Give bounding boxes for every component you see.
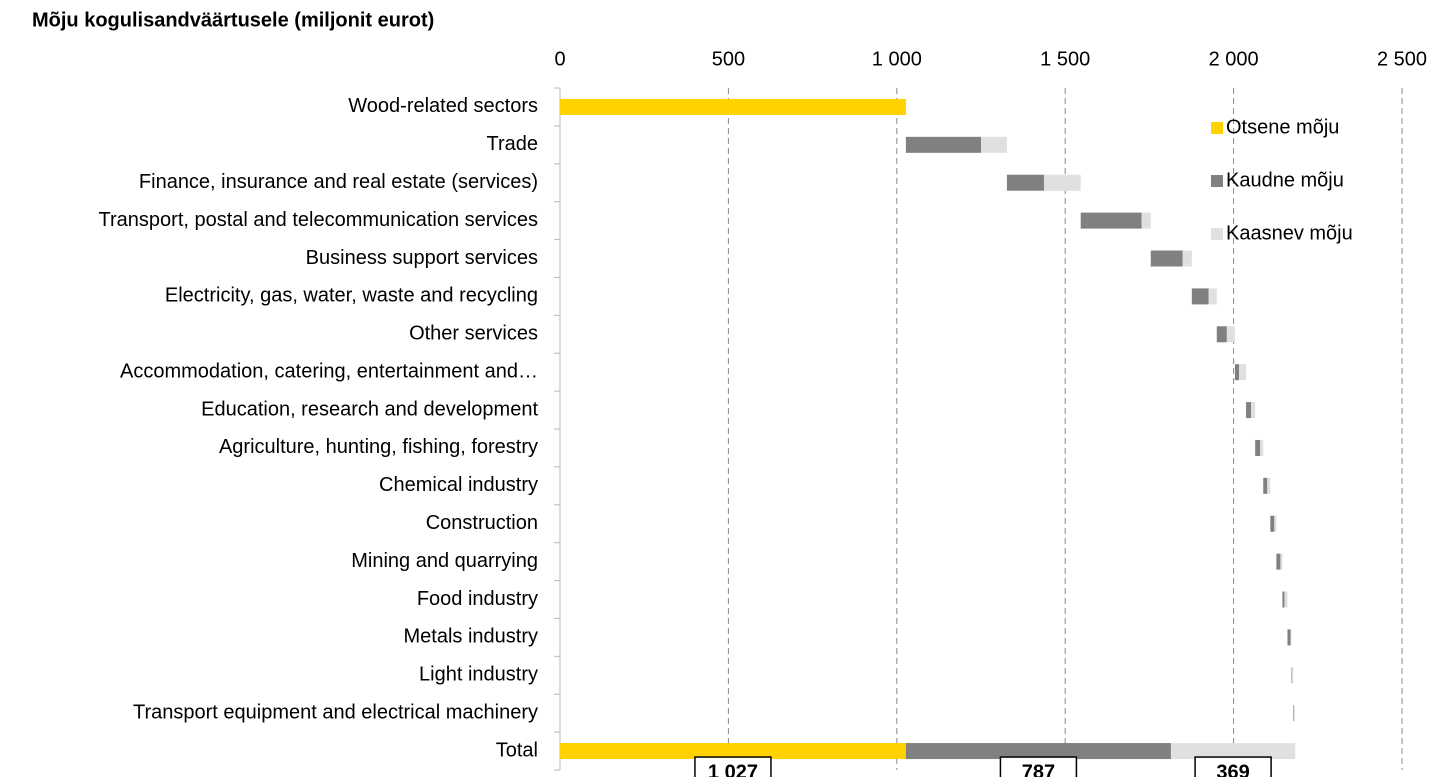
value-label-box <box>1194 756 1272 777</box>
y-tick-label: Other services <box>409 323 538 345</box>
bar-segment <box>905 136 981 153</box>
y-tick-label: Light industry <box>419 664 538 686</box>
x-tick-label: 1 500 <box>1040 48 1090 70</box>
legend-label: Kaasnev mõju <box>1226 222 1353 244</box>
bar-segment <box>1182 250 1192 267</box>
bar-segment <box>1292 667 1294 684</box>
bar-segment <box>1255 439 1261 456</box>
bar-segment <box>1170 743 1296 760</box>
value-label: 787 <box>1022 761 1055 777</box>
bar-segment <box>1043 174 1081 191</box>
y-tick-label: Food industry <box>417 588 538 610</box>
bar-segment <box>1246 402 1252 419</box>
bar-segment <box>1080 212 1142 229</box>
x-tick-label: 1 000 <box>872 48 922 70</box>
bar-segment <box>1267 477 1271 494</box>
bar-segment <box>1287 629 1291 646</box>
y-tick-label: Transport equipment and electrical machi… <box>133 701 538 723</box>
legend-swatch <box>1211 228 1223 240</box>
bar-segment <box>560 743 906 760</box>
value-label: 369 <box>1216 761 1249 777</box>
y-tick-label: Accommodation, catering, entertainment a… <box>120 360 538 382</box>
chart-title: Mõju kogulisandväärtusele (miljonit euro… <box>32 9 434 31</box>
bar-segment <box>1234 364 1239 381</box>
bar-segment <box>1216 326 1227 343</box>
bar-segment <box>1251 402 1256 419</box>
bar-segment <box>1290 629 1292 646</box>
y-tick-label: Education, research and development <box>201 398 538 420</box>
y-tick-label: Business support services <box>306 247 538 269</box>
y-tick-label: Wood-related sectors <box>348 95 538 117</box>
legend-label: Kaudne mõju <box>1226 169 1344 191</box>
bar-segment <box>1276 553 1281 570</box>
bar-segment <box>1293 705 1295 722</box>
x-tick-label: 2 500 <box>1377 48 1427 70</box>
bar-segment <box>560 98 906 115</box>
bar-segment <box>1274 515 1277 532</box>
bar-segment <box>1208 288 1217 305</box>
bar-segment <box>1282 591 1285 608</box>
y-tick-label: Transport, postal and telecommunication … <box>99 209 538 231</box>
x-tick-label: 500 <box>712 48 745 70</box>
y-tick-label: Construction <box>426 512 538 534</box>
bar-segment <box>1293 705 1294 722</box>
legend-swatch <box>1211 122 1223 134</box>
bar-segment <box>1280 553 1283 570</box>
bar-segment <box>1291 667 1293 684</box>
value-label-box <box>999 756 1078 777</box>
bar-segment <box>1006 174 1044 191</box>
bar-segment <box>1263 477 1268 494</box>
bar-segment <box>1270 515 1275 532</box>
bar-segment <box>905 743 1171 760</box>
value-label: 1 027 <box>708 761 758 777</box>
bar-segment <box>1191 288 1209 305</box>
value-label-box <box>694 756 772 777</box>
y-tick-label: Trade <box>486 133 538 155</box>
bar-segment <box>1150 250 1183 267</box>
bar-segment <box>1260 439 1264 456</box>
y-tick-label: Agriculture, hunting, fishing, forestry <box>219 436 538 458</box>
legend-swatch <box>1211 175 1223 187</box>
y-tick-label: Metals industry <box>404 626 539 648</box>
x-tick-label: 2 000 <box>1209 48 1259 70</box>
y-tick-label: Electricity, gas, water, waste and recyc… <box>165 285 538 307</box>
bar-segment <box>1141 212 1151 229</box>
bar-segment <box>1284 591 1288 608</box>
y-tick-label: Mining and quarrying <box>351 550 538 572</box>
bar-segment <box>1238 364 1247 381</box>
bar-segment <box>981 136 1007 153</box>
x-tick-label: 0 <box>554 48 565 70</box>
y-tick-label: Total <box>496 739 538 761</box>
y-tick-label: Chemical industry <box>379 474 538 496</box>
y-tick-label: Finance, insurance and real estate (serv… <box>139 171 538 193</box>
legend-label: Otsene mõju <box>1226 116 1339 138</box>
bar-segment <box>1226 326 1235 343</box>
